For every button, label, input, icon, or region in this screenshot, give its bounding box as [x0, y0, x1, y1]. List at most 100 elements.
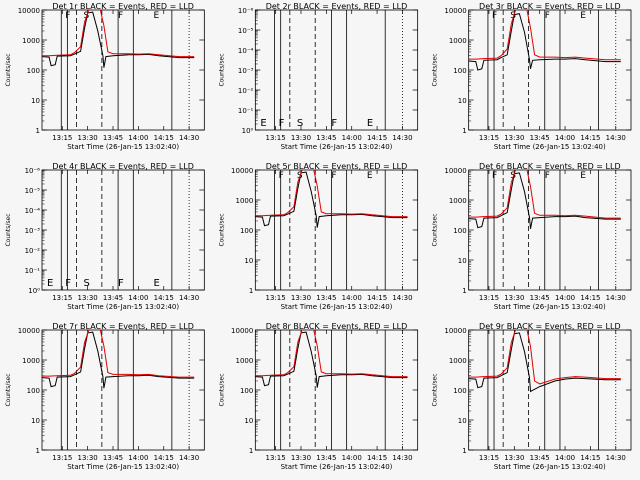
x-tick-label: 14:00 — [128, 454, 148, 462]
y-tick-label: 10⁻¹ — [25, 267, 41, 275]
x-tick-label: 14:30 — [392, 294, 412, 302]
y-tick-label: 10⁰ — [28, 287, 40, 295]
series-line-events — [255, 331, 408, 388]
x-tick-label: 13:45 — [530, 294, 550, 302]
x-tick-label: 14:00 — [342, 454, 362, 462]
y-tick-label: 10 — [458, 257, 467, 265]
x-axis-label: Start Time (26-Jan-15 13:02:40) — [494, 303, 606, 311]
x-tick-label: 13:15 — [479, 294, 499, 302]
mode-label: F — [118, 11, 123, 21]
y-tick-label: 10 — [458, 417, 467, 425]
y-tick-label: 100 — [453, 227, 466, 235]
x-axis-label: Start Time (26-Jan-15 13:02:40) — [67, 303, 179, 311]
panel-det-5: Det 5r BLACK = Events, RED = LLD Counts/s… — [218, 162, 419, 311]
series-line-events — [468, 332, 621, 393]
x-tick-label: 14:00 — [555, 294, 575, 302]
x-tick-label: 13:15 — [266, 134, 286, 142]
mode-label: F — [545, 11, 550, 21]
panel-det-9: Det 9r BLACK = Events, RED = LLD Counts/s… — [432, 322, 632, 471]
y-tick-label: 10 — [31, 417, 40, 425]
mode-label: F — [331, 118, 337, 129]
panel-title: Det 2r BLACK = Events, RED = LLD — [266, 2, 408, 11]
x-tick-label: 13:45 — [530, 134, 550, 142]
y-axis-label: Counts/sec — [218, 53, 225, 86]
panel-title: Det 8r BLACK = Events, RED = LLD — [266, 322, 408, 331]
panel-det-8: Det 8r BLACK = Events, RED = LLD Counts/s… — [218, 322, 419, 471]
mode-label: E — [580, 171, 586, 181]
mode-label: S — [297, 118, 303, 129]
y-tick-label: 10⁻⁶ — [25, 167, 41, 175]
y-tick-label: 10000 — [18, 7, 40, 15]
y-tick-label: 100 — [27, 67, 40, 75]
series-line-lld — [42, 330, 195, 378]
x-tick-label: 13:30 — [78, 134, 98, 142]
x-axis-label: Start Time (26-Jan-15 13:02:40) — [281, 463, 393, 471]
plot-frame — [41, 329, 205, 451]
mode-label: F — [279, 118, 285, 129]
x-tick-label: 14:15 — [154, 134, 174, 142]
x-tick-label: 14:15 — [367, 454, 387, 462]
y-tick-label: 1000 — [449, 37, 467, 45]
mode-label: F — [279, 171, 284, 181]
y-tick-label: 10⁻² — [238, 87, 254, 95]
x-axis-label: Start Time (26-Jan-15 13:02:40) — [281, 303, 393, 311]
series-line-lld — [468, 170, 621, 219]
y-tick-label: 10⁻⁴ — [25, 207, 41, 215]
mode-label: E — [260, 118, 266, 129]
y-tick-label: 10⁰ — [242, 127, 254, 135]
y-tick-label: 10⁻⁵ — [238, 27, 254, 35]
x-tick-label: 14:15 — [580, 134, 600, 142]
x-tick-label: 14:30 — [179, 294, 199, 302]
panel-det-4: Det 4r BLACK = Events, RED = LLD Counts/s… — [5, 162, 205, 311]
plot-frame — [468, 329, 632, 451]
x-tick-label: 14:00 — [342, 134, 362, 142]
series-line-lld — [468, 330, 621, 385]
panel-title: Det 1r BLACK = Events, RED = LLD — [52, 2, 194, 11]
x-tick-label: 14:30 — [392, 134, 412, 142]
mode-label: E — [47, 278, 53, 289]
x-tick-label: 14:15 — [580, 294, 600, 302]
y-tick-label: 1 — [36, 127, 40, 135]
y-axis-label: Counts/sec — [5, 213, 12, 246]
x-tick-label: 14:15 — [154, 294, 174, 302]
series-line-events — [468, 13, 621, 71]
x-tick-label: 14:30 — [606, 294, 626, 302]
x-tick-label: 13:15 — [266, 454, 286, 462]
plot-frame — [468, 169, 632, 291]
x-tick-label: 14:30 — [606, 134, 626, 142]
mode-label: E — [154, 278, 160, 289]
y-tick-label: 10⁻⁴ — [238, 47, 254, 55]
x-tick-label: 13:30 — [291, 454, 311, 462]
x-tick-label: 14:00 — [555, 134, 575, 142]
x-axis-label: Start Time (26-Jan-15 13:02:40) — [67, 143, 179, 151]
x-tick-label: 14:00 — [128, 134, 148, 142]
x-tick-label: 13:15 — [52, 134, 72, 142]
panel-det-6: Det 6r BLACK = Events, RED = LLD Counts/s… — [432, 162, 632, 311]
y-axis-label: Counts/sec — [5, 53, 12, 86]
series-line-events — [42, 331, 195, 389]
y-tick-label: 1000 — [22, 357, 40, 365]
x-tick-label: 13:30 — [291, 294, 311, 302]
x-tick-label: 14:00 — [342, 294, 362, 302]
x-tick-label: 13:45 — [316, 134, 336, 142]
y-tick-label: 100 — [453, 387, 466, 395]
y-tick-label: 1 — [249, 287, 253, 295]
x-tick-label: 14:30 — [179, 454, 199, 462]
plot-frame — [254, 329, 419, 451]
panel-title: Det 7r BLACK = Events, RED = LLD — [52, 322, 194, 331]
x-axis-label: Start Time (26-Jan-15 13:02:40) — [281, 143, 393, 151]
y-tick-label: 1000 — [22, 37, 40, 45]
x-tick-label: 13:45 — [316, 454, 336, 462]
mode-label: E — [367, 171, 373, 181]
plot-frame — [254, 9, 419, 131]
mode-label: F — [492, 171, 497, 181]
y-tick-label: 10000 — [444, 7, 466, 15]
y-tick-label: 1 — [36, 447, 40, 455]
x-tick-label: 13:45 — [530, 454, 550, 462]
series-line-lld — [468, 10, 621, 61]
x-tick-label: 14:30 — [392, 454, 412, 462]
y-axis-label: Counts/sec — [218, 373, 225, 406]
x-tick-label: 13:45 — [103, 294, 123, 302]
series-line-events — [42, 11, 195, 68]
